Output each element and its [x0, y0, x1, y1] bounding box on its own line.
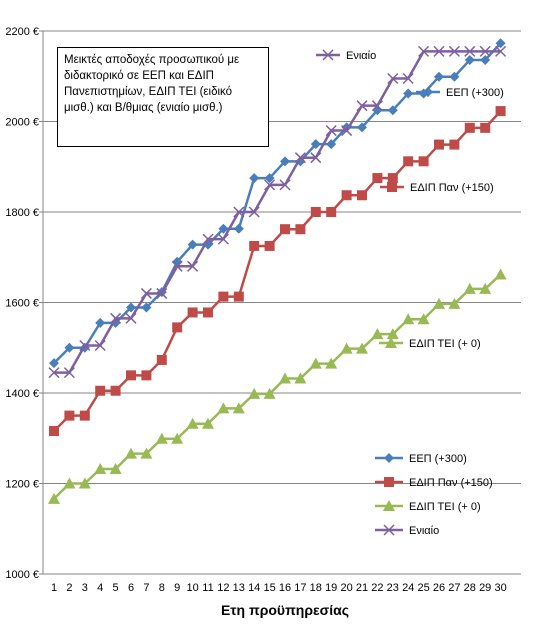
- data-point: [172, 322, 182, 332]
- x-tick-label: 16: [279, 582, 291, 594]
- data-point: [234, 292, 244, 302]
- x-tick-label: 14: [248, 582, 260, 594]
- x-tick-label: 27: [448, 582, 460, 594]
- x-tick-label: 1: [51, 582, 57, 594]
- x-axis: 1 2 3 4 5 6 7 8 9 10 11 12 13 14 15 16 17 18 19 20 21 22 23 24 2…: [51, 582, 507, 594]
- inline-label: ΕΕΠ (+300): [416, 87, 504, 99]
- data-point: [126, 370, 136, 380]
- inline-label-text: ΕΔΙΠ ΤΕΙ (+ 0): [409, 338, 481, 350]
- x-tick-label: 2: [66, 582, 72, 594]
- legend-label: Ενιαίο: [409, 525, 439, 537]
- y-tick-label: 1600 €: [5, 298, 39, 310]
- legend-swatch-marker: [384, 453, 394, 463]
- x-tick-label: 5: [113, 582, 119, 594]
- x-tick-label: 26: [433, 582, 445, 594]
- data-point: [203, 307, 213, 317]
- inline-label-text: ΕΔΙΠ Παν (+150): [410, 182, 494, 194]
- x-tick-label: 24: [402, 582, 414, 594]
- y-tick-label: 2000 €: [5, 117, 39, 129]
- x-tick-label: 6: [128, 582, 134, 594]
- data-point: [111, 386, 121, 396]
- data-point: [218, 292, 228, 302]
- legend-item: ΕΔΙΠ Παν (+150): [375, 477, 493, 489]
- inline-label: ΕΔΙΠ Παν (+150): [380, 182, 494, 194]
- data-point: [280, 224, 290, 234]
- data-point: [188, 307, 198, 317]
- x-tick-label: 23: [387, 582, 399, 594]
- y-axis: 1000 € 1200 € 1400 € 1600 € 1800 € 2000 € 2200…: [5, 26, 43, 581]
- data-point: [64, 411, 74, 421]
- x-tick-label: 4: [97, 582, 103, 594]
- data-point: [95, 386, 105, 396]
- x-tick-label: 10: [186, 582, 198, 594]
- data-point: [249, 173, 259, 183]
- data-point: [295, 224, 305, 234]
- series-line: [54, 111, 501, 431]
- legend-label: ΕΔΙΠ ΤΕΙ (+ 0): [409, 501, 481, 513]
- data-point: [465, 123, 475, 133]
- data-point: [265, 241, 275, 251]
- y-tick-label: 1800 €: [5, 207, 39, 219]
- data-point: [311, 207, 321, 217]
- data-point: [403, 156, 413, 166]
- data-point: [234, 224, 244, 234]
- y-tick-label: 1000 €: [5, 569, 39, 581]
- data-point: [372, 173, 382, 183]
- y-tick-label: 1400 €: [5, 388, 39, 400]
- inline-label-text: Ενιαίο: [346, 50, 376, 62]
- x-tick-label: 20: [340, 582, 352, 594]
- legend-item: Ενιαίο: [375, 525, 439, 537]
- data-point: [357, 190, 367, 200]
- x-tick-label: 17: [294, 582, 306, 594]
- data-point: [249, 241, 259, 251]
- data-point: [49, 426, 59, 436]
- data-point: [480, 123, 490, 133]
- x-tick-label: 21: [356, 582, 368, 594]
- legend: ΕΕΠ (+300) ΕΔΙΠ Παν (+150) ΕΔΙΠ ΤΕΙ (+ 0) Ε…: [375, 453, 493, 537]
- inline-label-marker: [387, 182, 397, 192]
- x-tick-label: 29: [479, 582, 491, 594]
- x-tick-label: 28: [464, 582, 476, 594]
- x-tick-label: 30: [494, 582, 506, 594]
- data-point: [388, 173, 398, 183]
- data-point: [449, 140, 459, 150]
- data-point: [495, 268, 507, 279]
- x-tick-label: 18: [310, 582, 322, 594]
- legend-swatch-marker: [384, 477, 394, 487]
- data-point: [141, 370, 151, 380]
- data-point: [434, 140, 444, 150]
- x-tick-label: 15: [263, 582, 275, 594]
- chart-annotation-box: Μεικτές αποδοχές προσωπικού με διδακτορι…: [57, 47, 269, 147]
- data-point: [419, 156, 429, 166]
- legend-item: ΕΕΠ (+300): [375, 453, 467, 465]
- y-tick-label: 1200 €: [5, 479, 39, 491]
- legend-label: ΕΔΙΠ Παν (+150): [409, 477, 493, 489]
- x-tick-label: 12: [217, 582, 229, 594]
- legend-label: ΕΕΠ (+300): [409, 453, 467, 465]
- y-tick-label: 2200 €: [5, 26, 39, 38]
- x-tick-label: 22: [371, 582, 383, 594]
- data-point: [496, 106, 506, 116]
- x-tick-label: 19: [325, 582, 337, 594]
- x-tick-label: 7: [143, 582, 149, 594]
- data-point: [80, 411, 90, 421]
- legend-item: ΕΔΙΠ ΤΕΙ (+ 0): [375, 500, 481, 513]
- inline-label-text: ΕΕΠ (+300): [446, 87, 504, 99]
- x-tick-label: 8: [159, 582, 165, 594]
- x-axis-title: Ετη προϋπηρεσίας: [221, 602, 349, 618]
- x-tick-label: 13: [233, 582, 245, 594]
- x-tick-label: 3: [82, 582, 88, 594]
- data-point: [326, 207, 336, 217]
- x-tick-label: 25: [417, 582, 429, 594]
- data-point: [157, 355, 167, 365]
- inline-label: Ενιαίο: [316, 50, 376, 62]
- x-tick-label: 11: [202, 582, 213, 594]
- data-point: [342, 190, 352, 200]
- x-tick-label: 9: [174, 582, 180, 594]
